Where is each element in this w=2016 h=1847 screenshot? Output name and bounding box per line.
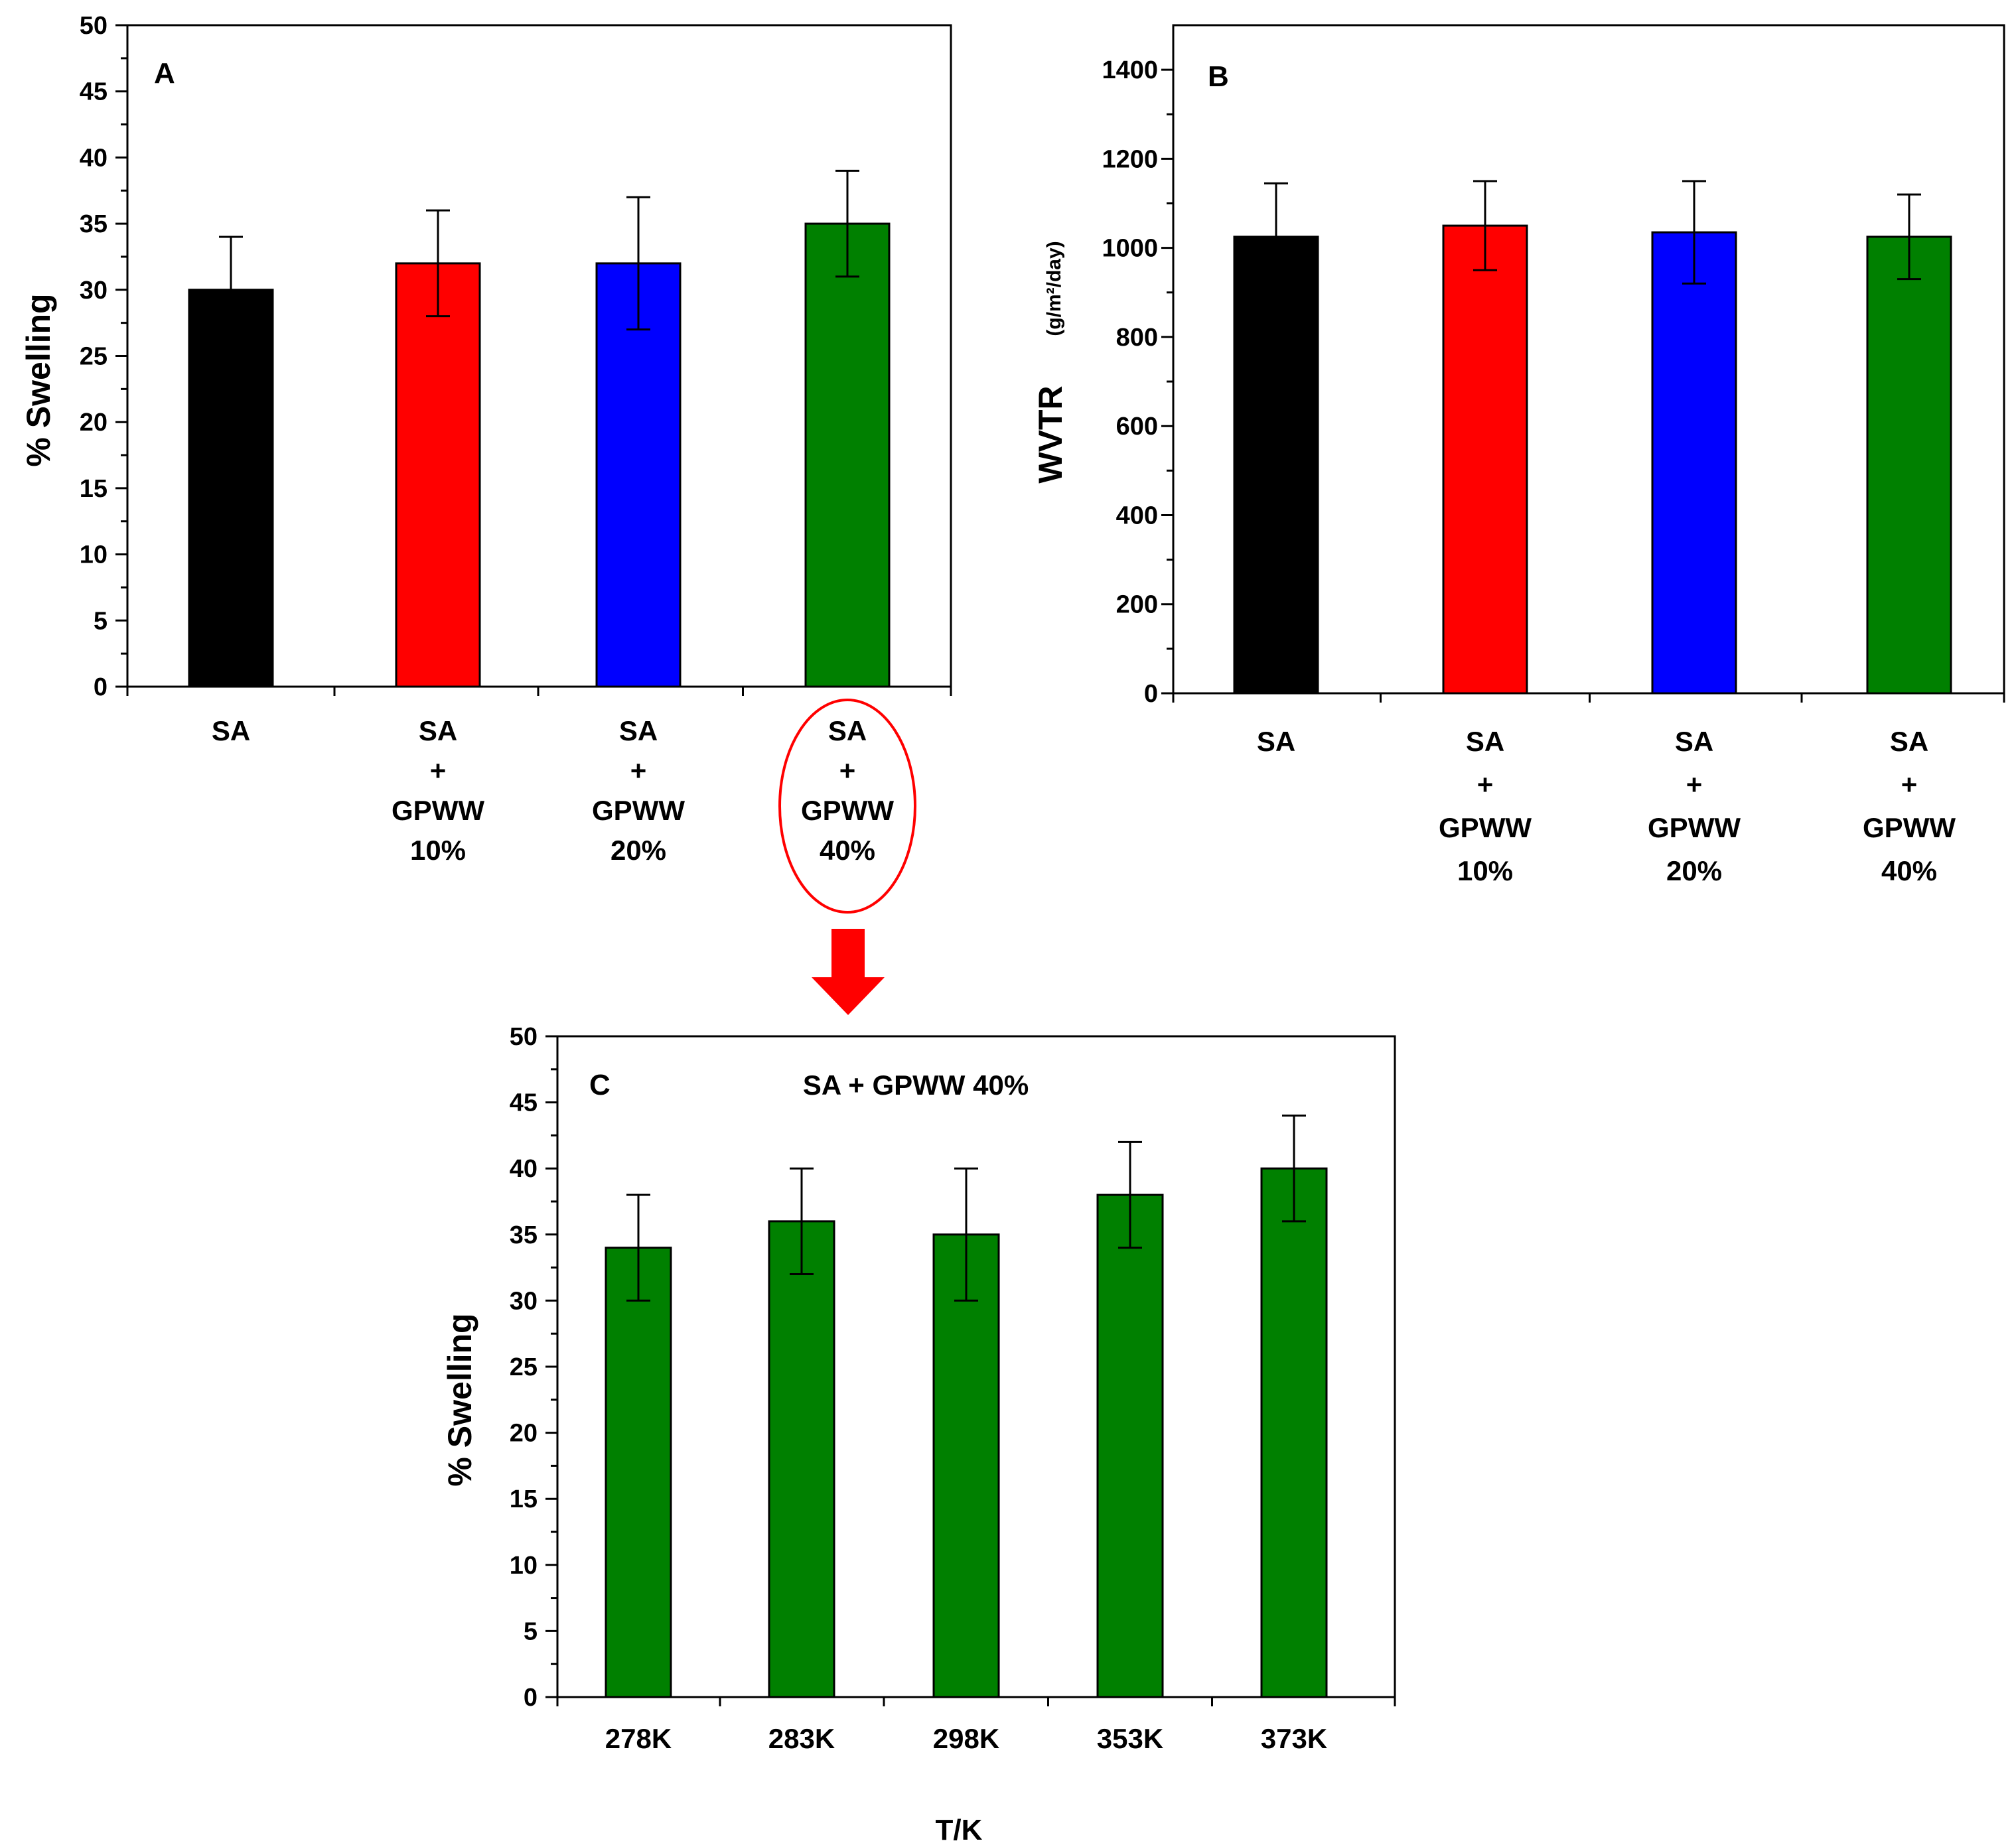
y-tick-label: 0 (1144, 680, 1158, 708)
y-tick-label: 200 (1116, 591, 1158, 619)
panel-letter: A (154, 57, 175, 90)
y-tick-label: 35 (80, 210, 108, 238)
x-tick-label: + (1686, 769, 1703, 800)
x-tick-label: 40% (820, 835, 875, 866)
y-tick-label: 45 (80, 78, 108, 106)
y-tick-label: 400 (1116, 502, 1158, 529)
y-tick-label: 800 (1116, 324, 1158, 352)
x-tick-label: 10% (410, 835, 466, 866)
y-tick-label: 45 (510, 1089, 538, 1117)
y-tick-label: 5 (94, 607, 108, 635)
y-tick-label: 15 (510, 1485, 538, 1513)
y-tick-label: 10 (510, 1552, 538, 1580)
x-tick-label: 373K (1261, 1723, 1327, 1754)
x-tick-label: GPWW (392, 795, 484, 826)
panel-letter: B (1208, 60, 1229, 93)
bar (1233, 236, 1319, 695)
bar (1260, 1167, 1328, 1698)
bar (605, 1247, 672, 1698)
bar (1442, 224, 1528, 695)
y-tick-label: 1400 (1102, 56, 1158, 84)
y-axis-label: % Swelling (441, 1313, 478, 1486)
y-tick-label: 1200 (1102, 145, 1158, 173)
highlight-ellipse-gpww-40 (778, 699, 916, 914)
x-tick-label: + (630, 755, 647, 786)
y-tick-label: 50 (80, 12, 108, 40)
x-tick-label: 278K (605, 1723, 672, 1754)
x-tick-label: 353K (1097, 1723, 1163, 1754)
y-tick-label: 20 (510, 1420, 538, 1448)
y-tick-label: 40 (510, 1155, 538, 1183)
x-tick-label: + (1477, 769, 1494, 800)
x-tick-label: 298K (933, 1723, 999, 1754)
x-tick-label: SA (212, 715, 250, 746)
y-tick-label: 15 (80, 475, 108, 503)
x-axis-label: T/K (936, 1814, 983, 1846)
x-tick-label: SA (1257, 726, 1295, 757)
y-tick-label: 1000 (1102, 235, 1158, 263)
y-tick-label: 0 (94, 673, 108, 701)
bar (188, 289, 274, 688)
y-tick-label: 30 (510, 1287, 538, 1315)
x-tick-label: 283K (768, 1723, 835, 1754)
x-tick-label: SA (619, 715, 658, 746)
x-tick-label: SA (828, 715, 867, 746)
x-tick-label: 40% (1881, 855, 1937, 886)
x-tick-label: SA (419, 715, 457, 746)
chart-title: SA + GPWW 40% (803, 1069, 1029, 1101)
bar (768, 1220, 835, 1698)
y-axis-label: WVTR (1032, 385, 1069, 483)
x-tick-label: SA (1466, 726, 1504, 757)
x-tick-label: GPWW (1863, 812, 1956, 843)
x-tick-label: + (839, 755, 856, 786)
y-tick-label: 10 (80, 541, 108, 569)
y-tick-label: 40 (80, 144, 108, 172)
x-tick-label: GPWW (1648, 812, 1741, 843)
y-tick-label: 5 (524, 1617, 538, 1645)
x-tick-label: + (430, 755, 447, 786)
y-tick-label: 25 (510, 1353, 538, 1381)
bar (1866, 236, 1952, 695)
y-axis-label: % Swelling (20, 293, 57, 466)
bar (1651, 231, 1737, 695)
x-tick-label: GPWW (801, 795, 894, 826)
x-tick-label: SA (1890, 726, 1928, 757)
x-tick-label: 10% (1457, 855, 1513, 886)
y-tick-label: 35 (510, 1221, 538, 1249)
bar (804, 222, 891, 688)
x-tick-label: + (1901, 769, 1918, 800)
y-tick-label: 0 (524, 1684, 538, 1712)
y-axis-unit-label: (g/m²/day) (1043, 241, 1065, 336)
y-tick-label: 30 (80, 277, 108, 305)
down-arrow-icon (812, 929, 885, 1015)
y-tick-label: 50 (510, 1023, 538, 1051)
bar (1096, 1194, 1164, 1698)
y-tick-label: 600 (1116, 413, 1158, 441)
x-tick-label: 20% (611, 835, 666, 866)
panel-c-temperature-swelling-chart: 0 5 10 15 20 25 30 35 40 45 50 278K 283K 298K 353K 373K… (441, 1023, 1396, 1846)
panel-b-wvtr-chart: 0 200 400 600 800 1000 1200 1400 SA SA + GPWW 10% SA +… (1032, 24, 2005, 886)
panel-a-swelling-chart: 0 5 10 15 20 25 30 35 40 45 50 SA SA + GPWW 10% SA + GPWW 2… (20, 12, 952, 866)
x-tick-label: SA (1675, 726, 1713, 757)
highlight-connector (778, 699, 916, 1015)
bar (595, 262, 682, 688)
x-tick-label: 20% (1666, 855, 1722, 886)
panel-letter: C (589, 1069, 611, 1101)
y-tick-label: 25 (80, 343, 108, 371)
y-tick-label: 20 (80, 409, 108, 437)
x-tick-label: GPWW (592, 795, 685, 826)
x-tick-label: GPWW (1439, 812, 1532, 843)
bar (395, 262, 481, 688)
bar (932, 1233, 1000, 1698)
